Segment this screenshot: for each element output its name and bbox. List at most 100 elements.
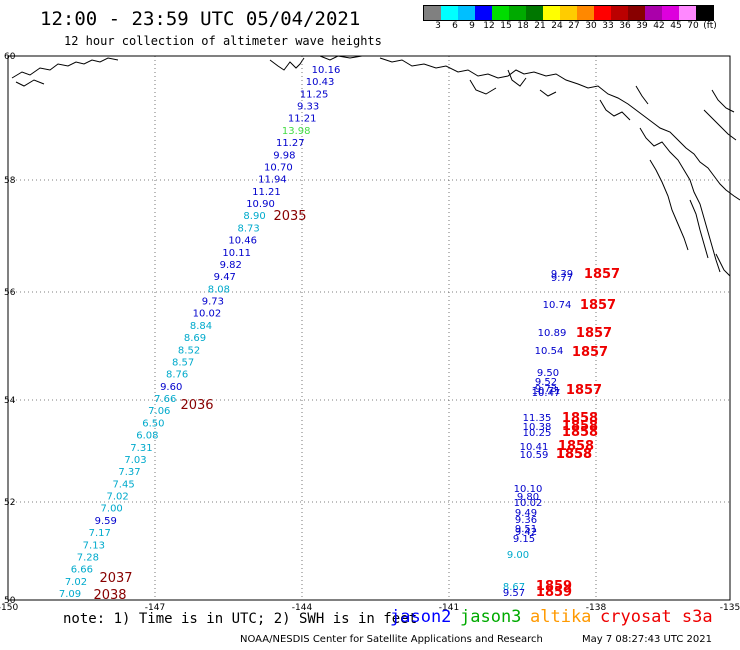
lat-tick-label: 60 bbox=[4, 52, 16, 62]
swh-value: 8.08 bbox=[208, 284, 230, 295]
lon-tick-label: -138 bbox=[586, 603, 607, 613]
lon-tick-label: -135 bbox=[720, 603, 740, 613]
colorbar-swatch bbox=[526, 6, 543, 20]
credit-line: NOAA/NESDIS Center for Satellite Applica… bbox=[240, 634, 543, 645]
swh-value: 9.47 bbox=[214, 272, 236, 283]
generation-timestamp: May 7 08:27:43 UTC 2021 bbox=[582, 634, 712, 645]
pass-time-label: 2035 bbox=[273, 209, 306, 224]
swh-value: 10.25 bbox=[523, 428, 552, 439]
pass-time-label: 1858 bbox=[562, 411, 598, 426]
units-note: note: 1) Time is in UTC; 2) SWH is in fe… bbox=[63, 611, 418, 627]
colorbar-swatch bbox=[543, 6, 560, 20]
map-title: 12:00 - 23:59 UTC 05/04/2021 bbox=[40, 8, 361, 30]
colorbar-label: 6 bbox=[452, 21, 458, 31]
lon-tick-label: -147 bbox=[145, 603, 165, 613]
colorbar-swatch bbox=[458, 6, 475, 20]
pass-time-label: 1858 bbox=[556, 447, 592, 462]
swh-value: 7.09 bbox=[59, 589, 81, 600]
pass-time-label: 1858 bbox=[562, 425, 598, 440]
swh-value: 10.47 bbox=[532, 388, 561, 399]
colorbar-swatch bbox=[645, 6, 662, 20]
colorbar-swatch bbox=[662, 6, 679, 20]
pass-time-label: 1857 bbox=[584, 267, 620, 282]
swh-value: 9.60 bbox=[160, 382, 182, 393]
swh-value: 10.41 bbox=[520, 442, 549, 453]
swh-value: 7.28 bbox=[77, 552, 99, 563]
swh-value: 10.38 bbox=[523, 422, 552, 433]
swh-value: 9.80 bbox=[517, 492, 539, 503]
colorbar-label: 15 bbox=[500, 21, 512, 31]
swh-value: 7.37 bbox=[118, 467, 140, 478]
mission-altika: altika bbox=[530, 607, 591, 627]
mission-cryosat-s3a: cryosat s3a bbox=[600, 607, 713, 627]
swh-value: 6.50 bbox=[142, 418, 164, 429]
pass-time-label: 1857 bbox=[566, 383, 602, 398]
swh-value: 7.17 bbox=[89, 528, 111, 539]
swh-value: 11.21 bbox=[288, 114, 317, 125]
swh-value: 11.25 bbox=[300, 89, 329, 100]
mission-jason3: jason3 bbox=[460, 607, 521, 627]
swh-value: 9.00 bbox=[507, 550, 529, 561]
mission-jason2: jason2 bbox=[390, 607, 451, 627]
swh-value: 8.76 bbox=[166, 370, 188, 381]
swh-value: 11.35 bbox=[523, 413, 552, 424]
swh-value: 9.50 bbox=[537, 368, 559, 379]
swh-value: 7.45 bbox=[112, 479, 134, 490]
swh-value: 10.59 bbox=[520, 450, 549, 461]
swh-value: 10.90 bbox=[246, 199, 275, 210]
colorbar-label: 12 bbox=[483, 21, 495, 31]
swh-value: 9.52 bbox=[535, 377, 557, 388]
lat-lon-grid bbox=[8, 56, 730, 600]
colorbar-label: 30 bbox=[585, 21, 597, 31]
swh-value: 9.98 bbox=[273, 150, 295, 161]
colorbar-swatch bbox=[492, 6, 509, 20]
swh-value: 8.69 bbox=[184, 333, 206, 344]
colorbar-swatch bbox=[424, 6, 441, 20]
lat-tick-label: 52 bbox=[4, 498, 15, 508]
swh-value: 10.54 bbox=[535, 346, 564, 357]
swh-value: 7.02 bbox=[106, 492, 128, 503]
swh-value: 9.57 bbox=[503, 588, 525, 599]
swh-value: 7.31 bbox=[130, 443, 152, 454]
colorbar-swatch bbox=[577, 6, 594, 20]
swh-value: 9.82 bbox=[220, 260, 242, 271]
lon-tick-label: -141 bbox=[439, 603, 459, 613]
pass-time-label: 1857 bbox=[572, 345, 608, 360]
pass-time-label: 2036 bbox=[180, 398, 213, 413]
axis-labels: 60 58 56 54 52 50-150 -147 -144 -141 -138 -135 bbox=[0, 52, 740, 613]
colorbar-label: 9 bbox=[469, 21, 475, 31]
pass-time-label: 1859 bbox=[536, 585, 572, 600]
mission-jason2-label: jason2 bbox=[390, 607, 452, 627]
colorbar-swatch bbox=[560, 6, 577, 20]
swh-value: 9.59 bbox=[95, 516, 117, 527]
lon-tick-label: -150 bbox=[0, 603, 18, 613]
colorbar-swatch bbox=[696, 6, 713, 20]
colorbar-swatch bbox=[594, 6, 611, 20]
colorbar-label: 45 bbox=[670, 21, 682, 31]
swh-value: 10.43 bbox=[306, 77, 335, 88]
colorbar-label: 36 bbox=[619, 21, 631, 31]
colorbar-label: 24 bbox=[551, 21, 563, 31]
swh-value: 10.02 bbox=[193, 309, 222, 320]
pass-time-label: 1858 bbox=[558, 439, 594, 454]
swh-value: 6.08 bbox=[136, 431, 158, 442]
swh-value: 9.51 bbox=[515, 524, 537, 535]
swh-value: 9.42 bbox=[515, 527, 537, 538]
mission-jason3-label: jason3 bbox=[460, 607, 522, 627]
lat-tick-label: 58 bbox=[4, 176, 16, 186]
swh-value: 10.89 bbox=[538, 328, 567, 339]
colorbar-swatch bbox=[475, 6, 492, 20]
swh-value: 7.66 bbox=[154, 394, 176, 405]
lon-tick-label: -144 bbox=[292, 603, 313, 613]
swh-value: 7.13 bbox=[83, 540, 105, 551]
swh-value: 10.16 bbox=[312, 65, 341, 76]
swh-value: 11.27 bbox=[276, 138, 305, 149]
pass-time-label: 1858 bbox=[562, 419, 598, 434]
swh-value: 10.02 bbox=[514, 498, 543, 509]
pass-time-label: 1858 bbox=[556, 447, 592, 462]
coastline bbox=[11, 55, 740, 277]
pass-time-label: 1857 bbox=[580, 298, 616, 313]
pass-time-label: 1857 bbox=[576, 326, 612, 341]
colorbar-label: 39 bbox=[636, 21, 648, 31]
